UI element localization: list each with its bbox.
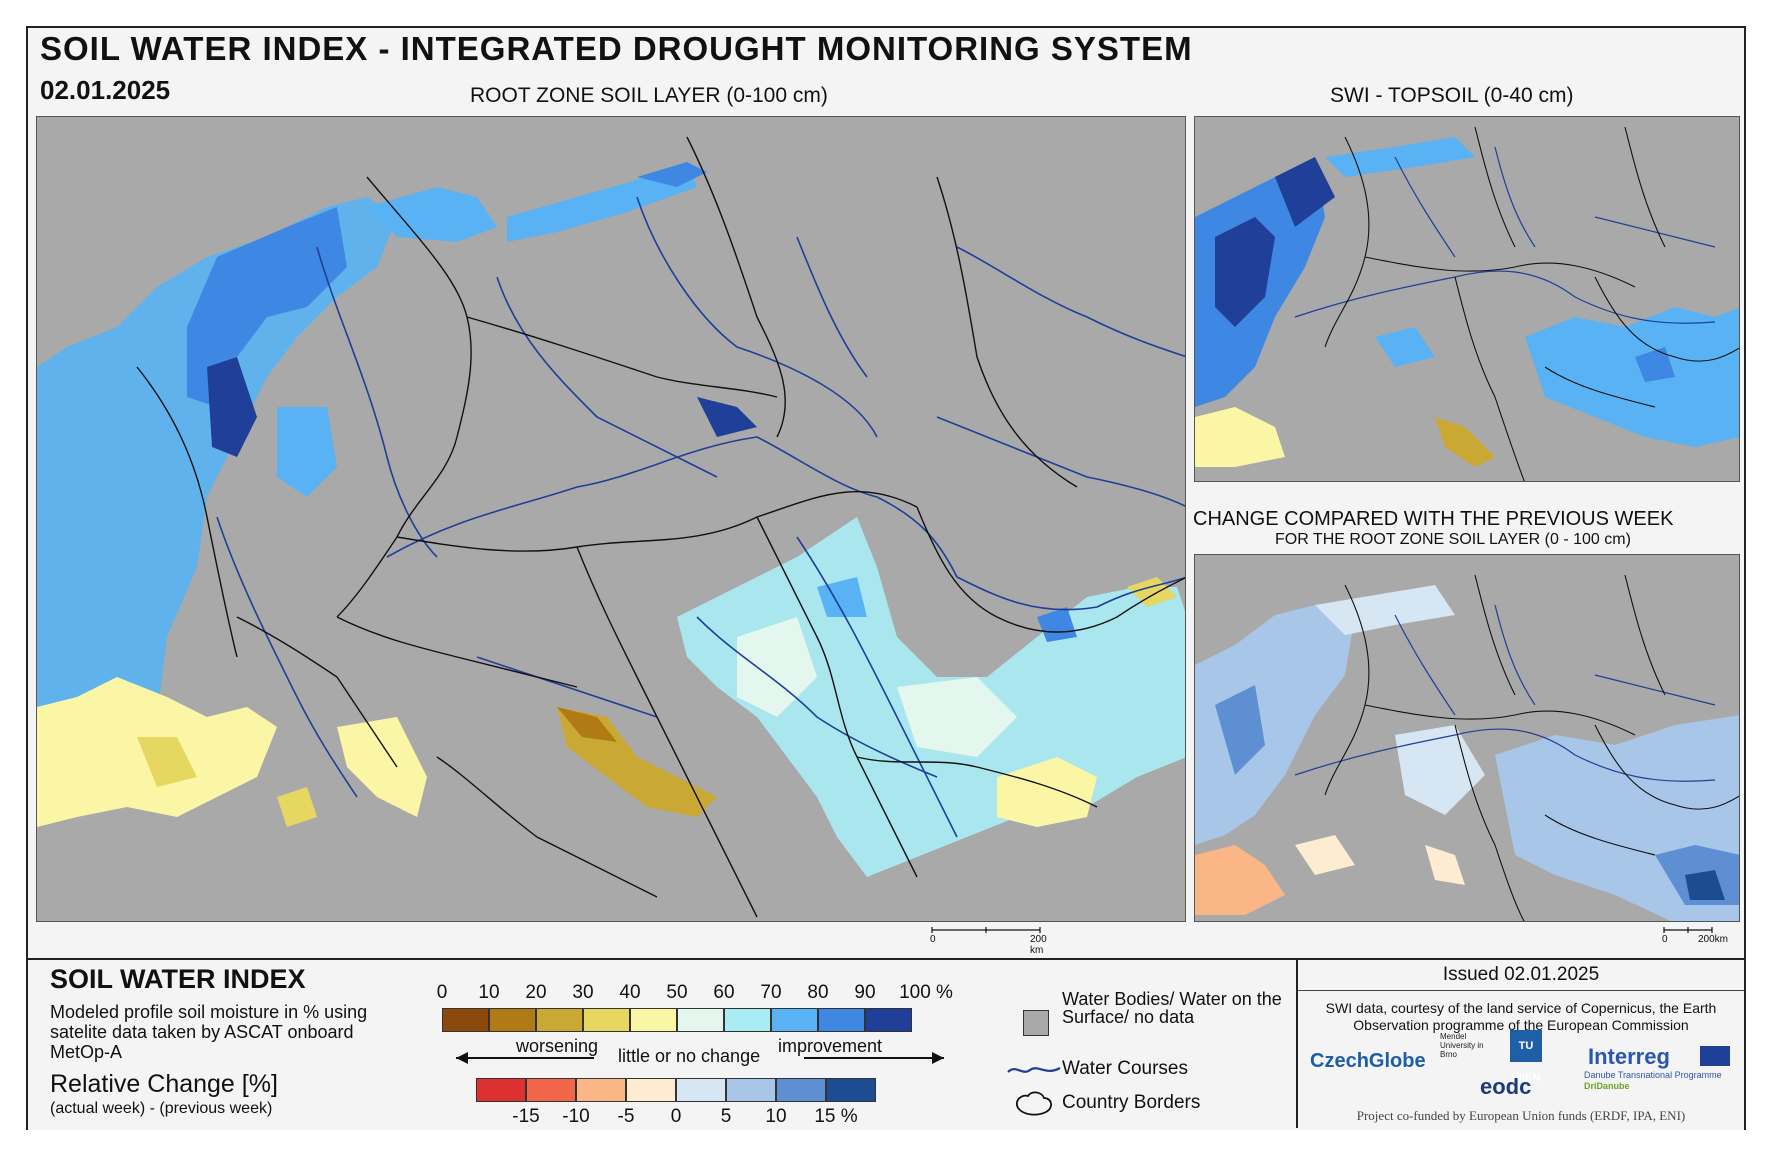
topsoil-map-label: SWI - TOPSOIL (0-40 cm) [1330,84,1574,107]
swi-tick: 70 [760,982,782,1003]
swi-swatch [677,1008,724,1032]
legend-description: Modeled profile soil moisture in % using… [50,1002,368,1062]
issued-date: Issued 02.01.2025 [1298,964,1744,991]
copernicus-credits: SWI data, courtesy of the land service o… [1325,1000,1717,1033]
water-courses-label: Water Courses [1062,1058,1188,1079]
change-tick: 15 % [814,1106,858,1127]
relative-change-title: Relative Change [%] [50,1070,278,1098]
swi-swatch [630,1008,677,1032]
swi-tick: 40 [619,982,641,1003]
change-map-label: CHANGE COMPARED WITH THE PREVIOUS WEEK [1193,508,1674,530]
map-date: 02.01.2025 [40,75,171,105]
change-tick: 10 [765,1106,787,1127]
interreg-logo: Interreg [1588,1044,1670,1069]
change-tick: 5 [720,1106,732,1127]
dridanube-logo: DriDanube [1584,1081,1630,1091]
legend-panel: SOIL WATER INDEX Modeled profile soil mo… [28,958,1744,1130]
swi-swatch [489,1008,536,1032]
eu-flag-icon [1700,1046,1730,1066]
water-bodies-label: Water Bodies/ Water on the Surface/ no d… [1062,989,1282,1027]
swi-tick: 0 [436,982,448,1003]
change-swatch [826,1078,876,1102]
swi-swatch [865,1008,912,1032]
change-swatch [626,1078,676,1102]
page-title: SOIL WATER INDEX - INTEGRATED DROUGHT MO… [40,30,1193,67]
czechglobe-logo: CzechGlobe [1310,1050,1426,1072]
little-change-label: little or no change [618,1046,761,1066]
swi-swatch [771,1008,818,1032]
swi-tick: 60 [713,982,735,1003]
main-map-label: ROOT ZONE SOIL LAYER (0-100 cm) [470,84,828,107]
swi-swatch [724,1008,771,1032]
swi-tick: 100 % [899,982,953,1003]
main-scalebar-start: 0 [930,934,936,945]
change-arrows [456,1052,944,1064]
change-tick: -5 [617,1106,635,1127]
swi-swatch [536,1008,583,1032]
swi-swatch [818,1008,865,1032]
danube-programme-logo: Danube Transnational Programme [1584,1070,1722,1080]
legend-title: SOIL WATER INDEX [50,964,306,994]
water-bodies-swatch [1023,1010,1049,1036]
swi-tick: 10 [478,982,500,1003]
change-swatch [726,1078,776,1102]
worsening-label: worsening [516,1036,599,1056]
change-tick: -15 [512,1106,540,1127]
change-tick: -10 [562,1106,590,1127]
change-scalebar-end: 200km [1698,934,1729,945]
swi-tick: 20 [525,982,547,1003]
change-map-sublabel: FOR THE ROOT ZONE SOIL LAYER (0 - 100 cm… [1275,531,1631,548]
swi-tick: 30 [572,982,594,1003]
country-borders-icon [1016,1091,1052,1116]
swi-swatch [442,1008,489,1032]
change-scalebar-start: 0 [1662,934,1668,945]
improvement-label: improvement [778,1036,883,1056]
water-courses-icon [1007,1067,1061,1073]
cofunding-note: Project co-funded by European Union fund… [1356,1108,1686,1123]
change-tick: 0 [670,1106,682,1127]
change-swatch [676,1078,726,1102]
main-scalebar-end: 200 km [1030,934,1047,956]
topsoil-swi-map[interactable] [1194,116,1740,482]
swi-tick: 50 [666,982,688,1003]
tu-wien-logo: TU WIEN [1510,1030,1542,1084]
main-swi-map[interactable] [36,116,1186,922]
change-swatch [476,1078,526,1102]
relative-change-subtitle: (actual week) - (previous week) [50,1100,273,1117]
mendel-logo: Mendel University in Brno [1440,1032,1484,1059]
info-box: Issued 02.01.2025 SWI data, courtesy of … [1296,960,1744,1128]
country-borders-label: Country Borders [1062,1092,1201,1113]
change-swatch [526,1078,576,1102]
swi-tick: 90 [854,982,876,1003]
swi-tick: 80 [807,982,829,1003]
eodc-logo: eodc [1480,1074,1532,1099]
swi-swatch [583,1008,630,1032]
change-swatch [576,1078,626,1102]
change-map[interactable] [1194,554,1740,922]
change-swatch [776,1078,826,1102]
